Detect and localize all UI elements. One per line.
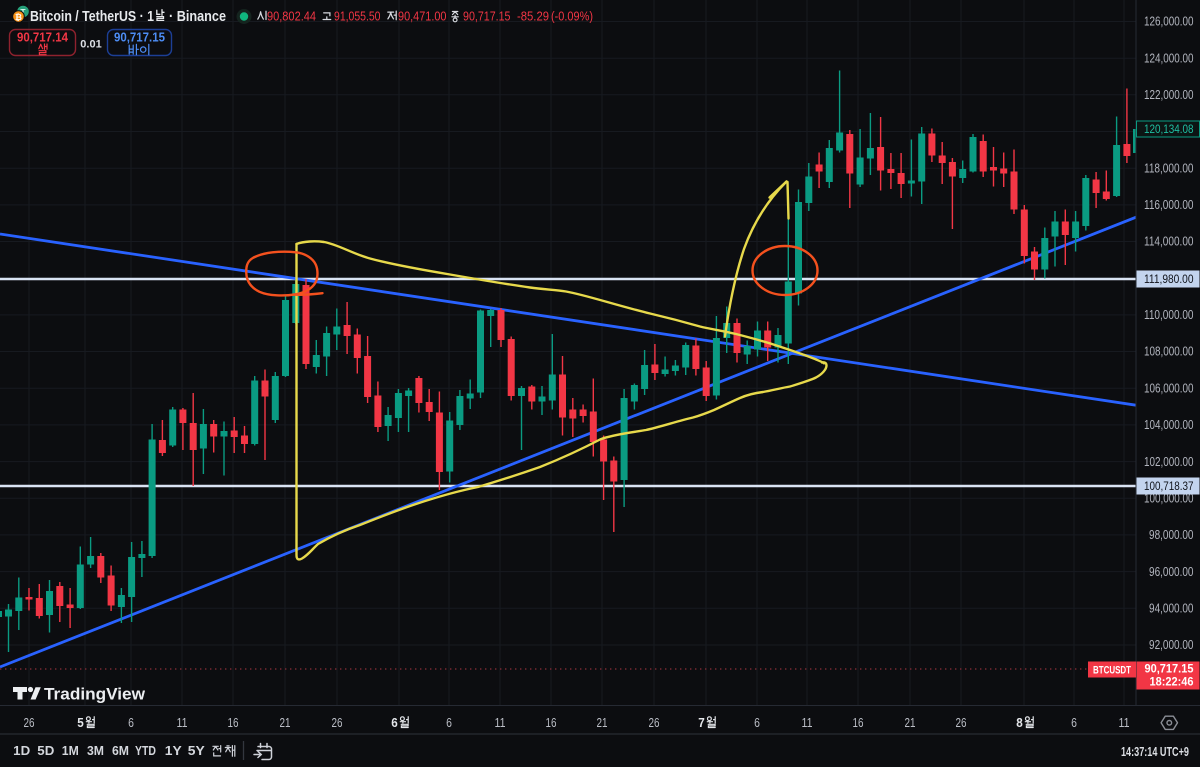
- svg-text:Bitcoin / TetherUS · 1: Bitcoin / TetherUS · 1: [30, 8, 154, 25]
- svg-text:91,055.50: 91,055.50: [334, 10, 381, 24]
- svg-text:YTD: YTD: [135, 743, 156, 758]
- svg-text:26: 26: [956, 715, 967, 730]
- svg-text:90,802.44: 90,802.44: [267, 10, 316, 24]
- svg-text:120,134.08: 120,134.08: [1144, 122, 1194, 136]
- svg-text:114,000.00: 114,000.00: [1144, 235, 1194, 249]
- svg-text:5Y: 5Y: [188, 743, 205, 758]
- svg-text:7: 7: [698, 715, 705, 730]
- svg-text:6: 6: [391, 715, 398, 730]
- svg-text:11: 11: [177, 715, 188, 730]
- svg-text:94,000.00: 94,000.00: [1149, 602, 1194, 616]
- svg-text:T: T: [20, 7, 26, 17]
- svg-text:TradingView: TradingView: [44, 686, 145, 704]
- svg-text:11: 11: [495, 715, 506, 730]
- svg-text:16: 16: [546, 715, 557, 730]
- svg-text:(-0.09%): (-0.09%): [551, 10, 593, 24]
- svg-text:26: 26: [332, 715, 343, 730]
- svg-text:6: 6: [128, 715, 134, 730]
- svg-text:BTCUSDT: BTCUSDT: [1093, 665, 1131, 677]
- svg-text:104,000.00: 104,000.00: [1144, 418, 1194, 432]
- svg-text:124,000.00: 124,000.00: [1144, 51, 1194, 65]
- svg-text:16: 16: [228, 715, 239, 730]
- svg-text:118,000.00: 118,000.00: [1144, 161, 1194, 175]
- svg-text:21: 21: [280, 715, 291, 730]
- svg-text:5: 5: [77, 715, 84, 730]
- svg-text:92,000.00: 92,000.00: [1149, 638, 1194, 652]
- svg-text:16: 16: [853, 715, 864, 730]
- svg-text:108,000.00: 108,000.00: [1144, 345, 1194, 359]
- svg-text:11: 11: [1119, 715, 1130, 730]
- svg-text:90,717.15: 90,717.15: [463, 10, 511, 24]
- svg-text:126,000.00: 126,000.00: [1144, 15, 1194, 29]
- svg-text:₿: ₿: [15, 12, 22, 22]
- svg-text:6: 6: [1071, 715, 1077, 730]
- svg-text:21: 21: [905, 715, 916, 730]
- svg-text:116,000.00: 116,000.00: [1144, 198, 1194, 212]
- svg-text:1Y: 1Y: [165, 743, 182, 758]
- svg-text:6: 6: [754, 715, 760, 730]
- svg-text:90,717.14: 90,717.14: [17, 30, 69, 45]
- svg-text:100,718.37: 100,718.37: [1144, 479, 1194, 493]
- svg-text:100,000.00: 100,000.00: [1144, 492, 1194, 506]
- svg-text:90,717.15: 90,717.15: [1145, 662, 1194, 676]
- svg-text:6: 6: [446, 715, 452, 730]
- svg-text:3M: 3M: [87, 743, 104, 758]
- svg-text:14:37:14 UTC+9: 14:37:14 UTC+9: [1121, 744, 1189, 759]
- svg-text:26: 26: [24, 715, 35, 730]
- svg-text:102,000.00: 102,000.00: [1144, 455, 1194, 469]
- svg-text:11: 11: [802, 715, 813, 730]
- svg-text:90,717.15: 90,717.15: [114, 30, 165, 45]
- svg-text:96,000.00: 96,000.00: [1149, 565, 1194, 579]
- svg-text:0.01: 0.01: [80, 39, 101, 51]
- svg-text:26: 26: [649, 715, 660, 730]
- svg-text:5D: 5D: [37, 743, 54, 758]
- svg-text:18:22:46: 18:22:46: [1150, 677, 1194, 689]
- svg-text:98,000.00: 98,000.00: [1149, 528, 1194, 542]
- svg-text:6M: 6M: [112, 743, 129, 758]
- svg-text:106,000.00: 106,000.00: [1144, 381, 1194, 395]
- svg-text:1M: 1M: [62, 743, 79, 758]
- svg-text:8: 8: [1016, 715, 1023, 730]
- svg-text:1D: 1D: [13, 743, 30, 758]
- svg-text:· Binance: · Binance: [169, 8, 226, 25]
- svg-text:90,471.00: 90,471.00: [398, 10, 447, 24]
- svg-text:21: 21: [597, 715, 608, 730]
- svg-text:-85.29: -85.29: [517, 10, 549, 24]
- svg-text:122,000.00: 122,000.00: [1144, 88, 1194, 102]
- svg-text:111,980.00: 111,980.00: [1144, 272, 1194, 286]
- svg-text:110,000.00: 110,000.00: [1144, 308, 1194, 322]
